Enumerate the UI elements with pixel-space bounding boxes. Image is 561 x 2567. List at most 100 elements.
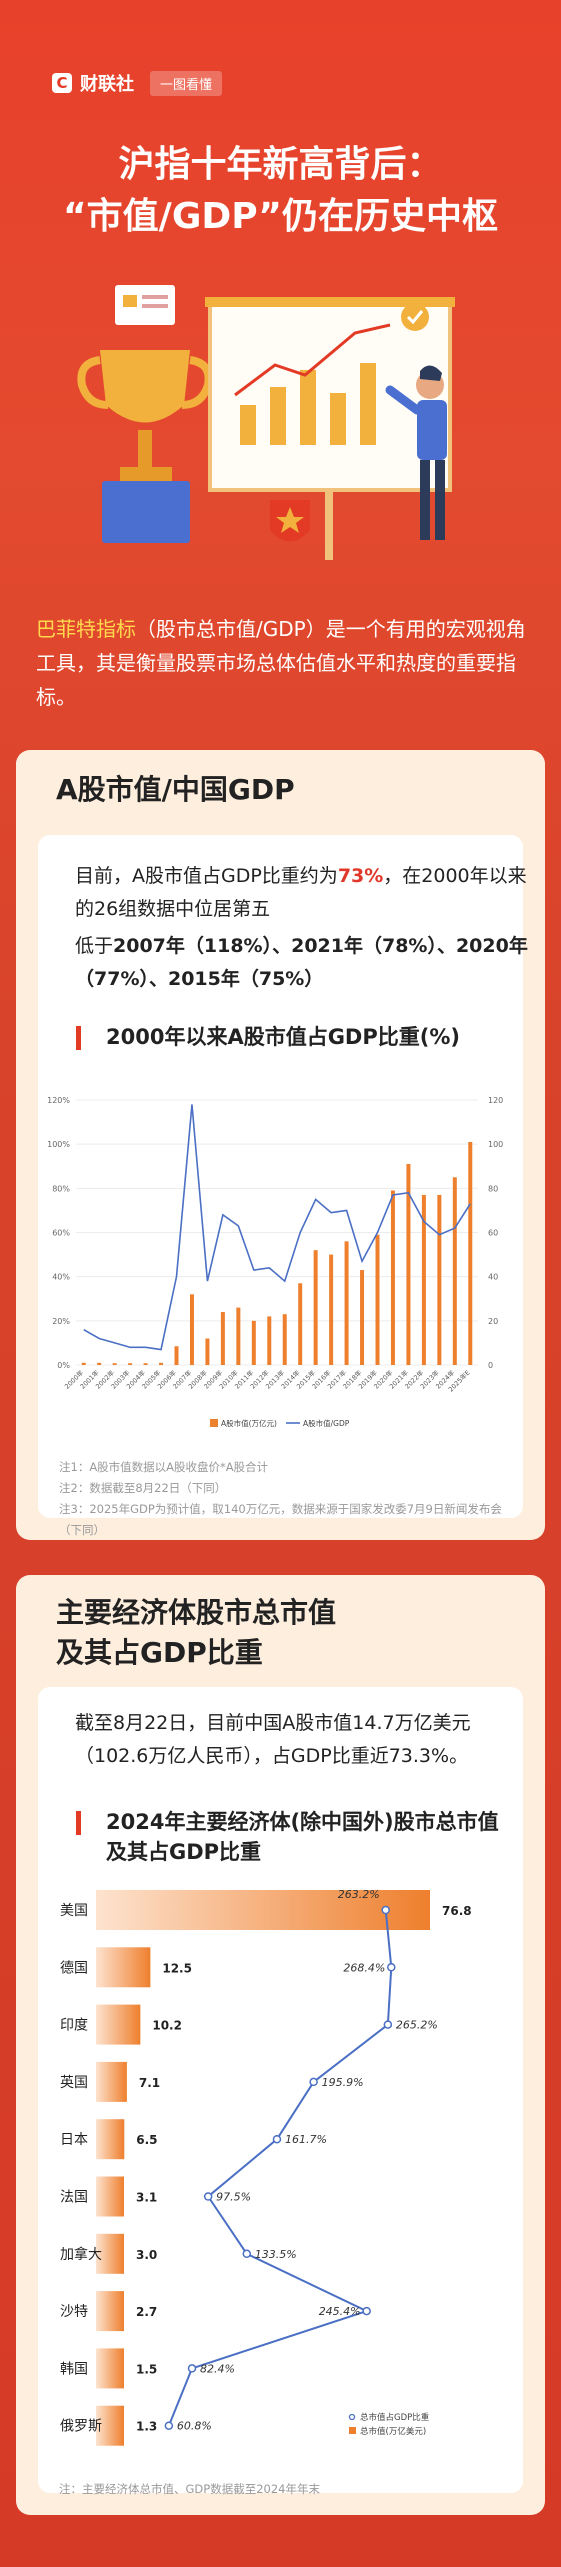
y-tick-label-left: 0% [57, 1361, 70, 1370]
line-series [167, 1909, 393, 2427]
line-point [362, 2306, 371, 2316]
bar [329, 1254, 334, 1365]
section2-heading-line1: 主要经济体股市总市值 [56, 1596, 337, 1629]
note-3: 注3：2025年GDP为预计值，取140万亿元，数据来源于国家发改委7月9日新闻… [59, 1502, 502, 1537]
page-title-line1: 沪指十年新高背后： [118, 144, 443, 185]
category-label: 俄罗斯 [60, 2419, 102, 2435]
legend-line-swatch [348, 2413, 356, 2421]
bar [421, 1194, 426, 1365]
category-label: 日本 [60, 2132, 88, 2148]
section1-para1: 目前，A股市值占GDP比重约为73%，在2000年以来的26组数据中位居第五 [75, 860, 530, 926]
bar [267, 1316, 272, 1365]
bar-8 [96, 2348, 124, 2389]
brand-tag: 一图看懂 [150, 70, 223, 96]
legend-bar-label: A股市值(万亿元) [221, 1418, 277, 1428]
category-label: 沙特 [60, 2304, 88, 2320]
bar-9 [96, 2405, 124, 2446]
bar [236, 1307, 241, 1365]
line-value-label: 97.5% [216, 2191, 251, 2204]
brand-name: 财联社 [80, 74, 134, 95]
line-value-label: 60.8% [177, 2420, 212, 2433]
section1-ratio-value: 73% [337, 865, 384, 887]
bar [205, 1338, 210, 1365]
line-value-label: 245.4% [319, 2305, 361, 2318]
y-tick-label-left: 120% [47, 1096, 70, 1105]
legend-bar-label: 总市值(万亿美元) [360, 2426, 426, 2437]
category-label: 印度 [60, 2018, 88, 2034]
note-2: 注2：数据截至8月22日（下同） [59, 1481, 227, 1495]
bar [282, 1314, 287, 1365]
section-a-share-gdp: A股市值/中国GDP 目前，A股市值占GDP比重约为73%，在2000年以来的2… [16, 750, 545, 1540]
bar [390, 1190, 395, 1365]
bar [189, 1294, 194, 1365]
bar-value-label: 7.1 [139, 2076, 160, 2090]
page-title-line2: “市值/GDP”仍在历史中枢 [63, 196, 498, 237]
y-tick-label-right: 120 [488, 1096, 503, 1105]
bar [220, 1312, 225, 1365]
section-major-economies: 主要经济体股市总市值 及其占GDP比重 截至8月22日，目前中国A股市值14.7… [16, 1575, 545, 2515]
bar-value-label: 12.5 [162, 1961, 192, 1975]
y-tick-label-right: 80 [488, 1184, 498, 1193]
category-label: 英国 [60, 2074, 88, 2091]
y-tick-label-right: 40 [488, 1273, 498, 1282]
section2-heading-line2: 及其占GDP比重 [56, 1636, 263, 1669]
line-point [309, 2077, 318, 2087]
chart1-title: 2000年以来A股市值占GDP比重(%) [76, 1022, 460, 1052]
bar [375, 1234, 380, 1365]
bar-value-label: 1.5 [136, 2362, 157, 2376]
line-point [164, 2421, 174, 2430]
bar-value-label: 3.1 [136, 2191, 157, 2205]
bar-6 [96, 2233, 124, 2274]
section1-heading: A股市值/中国GDP [56, 773, 295, 806]
bar [174, 1346, 179, 1365]
y-tick-label-right: 20 [488, 1317, 498, 1326]
bar-value-label: 1.3 [136, 2420, 157, 2434]
section1-para2: 低于2007年（118%）、2021年（78%）、2020年（77%）、2015… [75, 930, 530, 996]
legend-bar-swatch [349, 2427, 356, 2434]
bar-value-label: 76.8 [442, 1904, 472, 1918]
line-point [381, 1905, 390, 1915]
line-series [83, 1104, 471, 1351]
chart2-title-line1: 2024年主要经济体(除中国外)股市总市值 [106, 1810, 499, 1834]
section2-note: 注：主要经济体总市值、GDP数据截至2024年年末 [59, 2482, 320, 2496]
bar [128, 1363, 133, 1365]
bar [452, 1177, 457, 1365]
y-tick-label-left: 100% [47, 1140, 70, 1149]
section1-para1-a: 目前，A股市值占GDP比重约为 [75, 865, 338, 887]
legend-bar-swatch [210, 1419, 218, 1427]
line-point [272, 2134, 282, 2144]
chart-major-economies: 美国 76.8 德国 12.5 印度 10.2 英国 7.1 日本 6.5 法国 3.1 加拿大 3.0 沙… [60, 1888, 472, 2446]
y-tick-label-left: 20% [52, 1317, 70, 1326]
line-point [383, 2020, 393, 2029]
bar-4 [96, 2119, 125, 2160]
brand-logo: C 财联社 一图看懂 [52, 70, 223, 96]
bar-value-label: 10.2 [152, 2019, 182, 2033]
hero-section: C 财联社 一图看懂 沪指十年新高背后： “市值/GDP”仍在历史中枢 [0, 0, 561, 600]
bar-0 [96, 1890, 430, 1930]
bar [437, 1194, 442, 1365]
line-value-label: 268.4% [343, 1961, 385, 1974]
category-label: 德国 [60, 1960, 88, 1976]
bar [143, 1363, 148, 1365]
chart2-title-bar [76, 1811, 81, 1835]
chart2-title: 2024年主要经济体(除中国外)股市总市值 及其占GDP比重 [76, 1807, 499, 1867]
bar [81, 1362, 86, 1365]
y-tick-label-right: 100 [488, 1140, 503, 1149]
line-value-label: 82.4% [200, 2362, 235, 2375]
line-value-label: 133.5% [255, 2248, 297, 2261]
chart1-title-text: 2000年以来A股市值占GDP比重(%) [106, 1025, 460, 1049]
bar-value-label: 3.0 [136, 2248, 157, 2262]
y-tick-label-left: 80% [52, 1184, 70, 1193]
section1-panel: 目前，A股市值占GDP比重约为73%，在2000年以来的26组数据中位居第五 低… [38, 835, 528, 1537]
brand-logo-icon: C [52, 73, 72, 93]
bar [406, 1164, 411, 1365]
chart2-title-line2: 及其占GDP比重 [106, 1840, 262, 1864]
category-label: 美国 [60, 1903, 88, 1919]
y-tick-label-left: 40% [52, 1273, 70, 1282]
bar [97, 1362, 102, 1365]
bar [251, 1320, 256, 1365]
line-value-label: 265.2% [396, 2019, 438, 2032]
intro-highlight: 巴菲特指标 [36, 617, 136, 641]
category-label: 加拿大 [60, 2246, 102, 2263]
bar [159, 1362, 164, 1365]
